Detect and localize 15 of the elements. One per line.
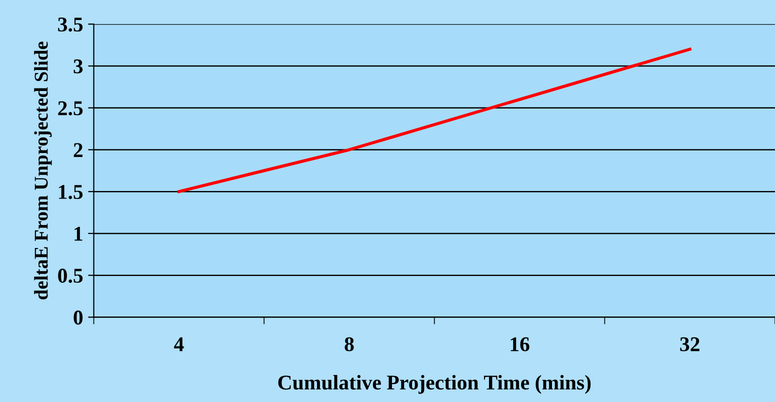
x-axis-title: Cumulative Projection Time (mins)	[278, 374, 591, 394]
y-tick-label: 0	[74, 310, 83, 325]
y-tick-label: 3.5	[58, 18, 83, 32]
y-tick-label: 2	[74, 143, 82, 157]
line-series	[177, 48, 692, 194]
y-tick-label: 1.5	[58, 185, 83, 200]
x-tick-label: 8	[344, 337, 354, 352]
y-axis-title: deltaE From Unprojected Slide	[34, 42, 52, 300]
x-tick-label: 16	[510, 337, 530, 352]
y-tick-label: 3	[74, 59, 83, 74]
y-tick-label: 0.5	[58, 268, 83, 283]
y-tick-label: 1	[74, 226, 82, 241]
x-tick-label: 32	[680, 337, 700, 352]
x-tick-label: 4	[174, 337, 184, 352]
y-tick-label: 2.5	[58, 101, 83, 116]
